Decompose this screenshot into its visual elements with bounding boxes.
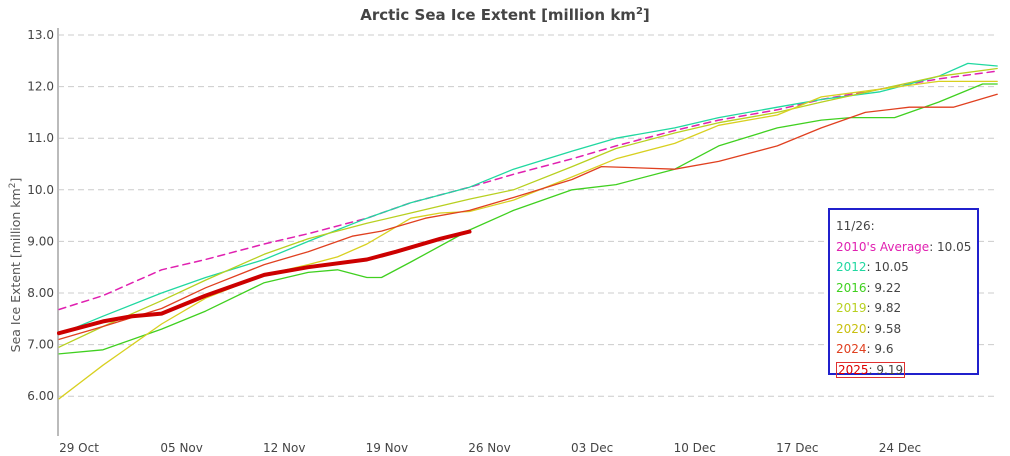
- legend-entry: 2025: 9.19: [836, 361, 906, 378]
- series-line-2019: [58, 67, 998, 348]
- y-tick-label: 9.00: [27, 234, 54, 248]
- legend-series-name: 2010's Average: [836, 239, 930, 254]
- series-line-2025: [57, 229, 472, 336]
- x-tick-label: 24 Dec: [879, 441, 921, 455]
- x-tick-label: 10 Dec: [674, 441, 716, 455]
- legend-series-name: 2024: [836, 342, 867, 356]
- x-tick-label: 17 Dec: [776, 441, 818, 455]
- x-tick-label: 26 Nov: [468, 441, 511, 455]
- y-tick-label: 10.0: [27, 183, 54, 197]
- legend-series-name: 2012: [836, 260, 867, 274]
- y-tick-label: 13.0: [27, 28, 54, 42]
- legend-series-value: 9.19: [876, 362, 904, 377]
- series-line-2016: [58, 83, 998, 355]
- legend-series-value: 10.05: [937, 239, 972, 254]
- x-tick-label: 03 Dec: [571, 441, 613, 455]
- legend-series-value: 9.6: [874, 342, 894, 356]
- legend-entry: 2010's Average: 10.05: [836, 239, 972, 254]
- x-tick-label: 19 Nov: [366, 441, 409, 455]
- series-line-2012: [58, 62, 998, 335]
- x-tick-label: 05 Nov: [160, 441, 203, 455]
- legend-entry: 2016: 9.22: [836, 280, 902, 295]
- legend-series-value: 10.05: [874, 260, 909, 274]
- x-tick-label: 12 Nov: [263, 441, 306, 455]
- y-tick-label: 6.00: [27, 389, 54, 403]
- legend-date: 11/26:: [836, 219, 875, 233]
- legend-series-name: 2016: [836, 280, 867, 295]
- chart-title: Arctic Sea Ice Extent [million km2]: [360, 6, 650, 24]
- legend-series-name: 2019: [836, 301, 867, 315]
- y-axis-label: Sea Ice Extent [million km2]: [8, 178, 23, 353]
- y-tick-label: 12.0: [27, 80, 54, 94]
- legend-entry: 2024: 9.6: [836, 342, 894, 356]
- legend-series-value: 9.22: [874, 280, 902, 295]
- x-tick-label: 29 Oct: [59, 441, 99, 455]
- legend-series-value: 9.58: [874, 321, 902, 336]
- legend-series-name: 2020: [836, 321, 867, 336]
- series-line-2024: [58, 93, 998, 341]
- y-tick-label: 8.00: [27, 286, 54, 300]
- y-tick-label: 7.00: [27, 338, 54, 352]
- legend-entry: 2012: 10.05: [836, 260, 909, 274]
- y-tick-label: 11.0: [27, 131, 54, 145]
- legend-entry: 2020: 9.58: [836, 321, 902, 336]
- legend: 11/26: 2010's Average: 10.05 2012: 10.05 2…: [828, 208, 979, 378]
- legend-series-value: 9.82: [874, 301, 902, 315]
- legend-series-name: 2025: [838, 362, 869, 377]
- legend-entry: 2019: 9.82: [836, 301, 902, 315]
